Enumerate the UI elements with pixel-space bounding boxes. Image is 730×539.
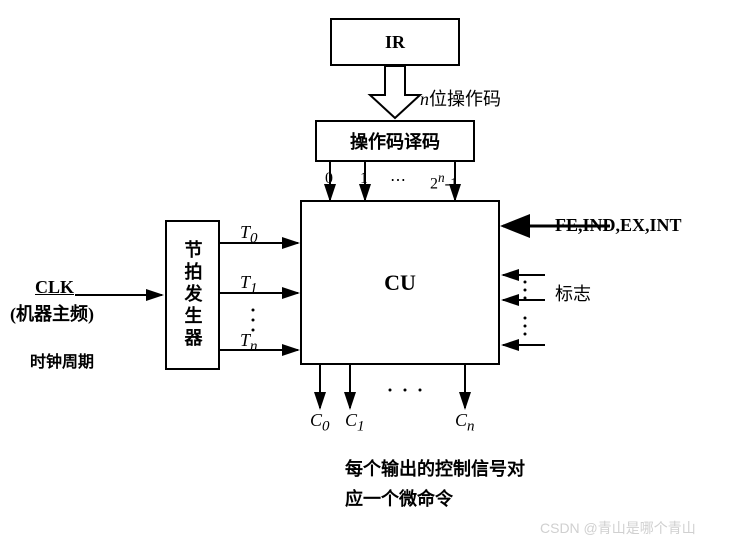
dec-out-1: 1: [360, 170, 368, 188]
clk-sub-label: (机器主频): [10, 300, 94, 326]
c1-label: C1: [345, 410, 365, 436]
timing-box: 节拍发生器: [165, 220, 220, 370]
dec-out-0: 0: [325, 170, 333, 188]
flags-mid: 标志: [555, 280, 591, 306]
timing-label: 节拍发生器: [180, 240, 206, 350]
tn-label: Tn: [240, 330, 258, 356]
ir-label: IR: [385, 32, 405, 53]
dec-out-2n1: 2n-1: [430, 170, 458, 193]
ir-box: IR: [330, 18, 460, 66]
cu-label: CU: [384, 270, 416, 296]
cn-label: Cn: [455, 410, 475, 436]
c0-label: C0: [310, 410, 330, 436]
watermark: CSDN @青山是哪个青山: [540, 518, 696, 538]
ir-to-decoder-arrow: [370, 66, 420, 118]
clock-cycle-label: 时钟周期: [30, 348, 94, 372]
cu-box: CU: [300, 200, 500, 365]
flags-top: FE,IND,EX,INT: [555, 215, 682, 236]
opcode-note: 2ⁿ-1 nn位操作码位操作码: [420, 85, 501, 111]
dec-out-dots: ⋯: [390, 170, 406, 190]
clk-label: CLK: [35, 277, 74, 298]
bottom-note-1: 每个输出的控制信号对: [345, 455, 525, 481]
bottom-note-2: 应一个微命令: [345, 485, 453, 511]
t0-label: T0: [240, 222, 258, 248]
decoder-label: 操作码译码: [350, 128, 440, 154]
t1-label: T1: [240, 272, 258, 298]
decoder-box: 操作码译码: [315, 120, 475, 162]
